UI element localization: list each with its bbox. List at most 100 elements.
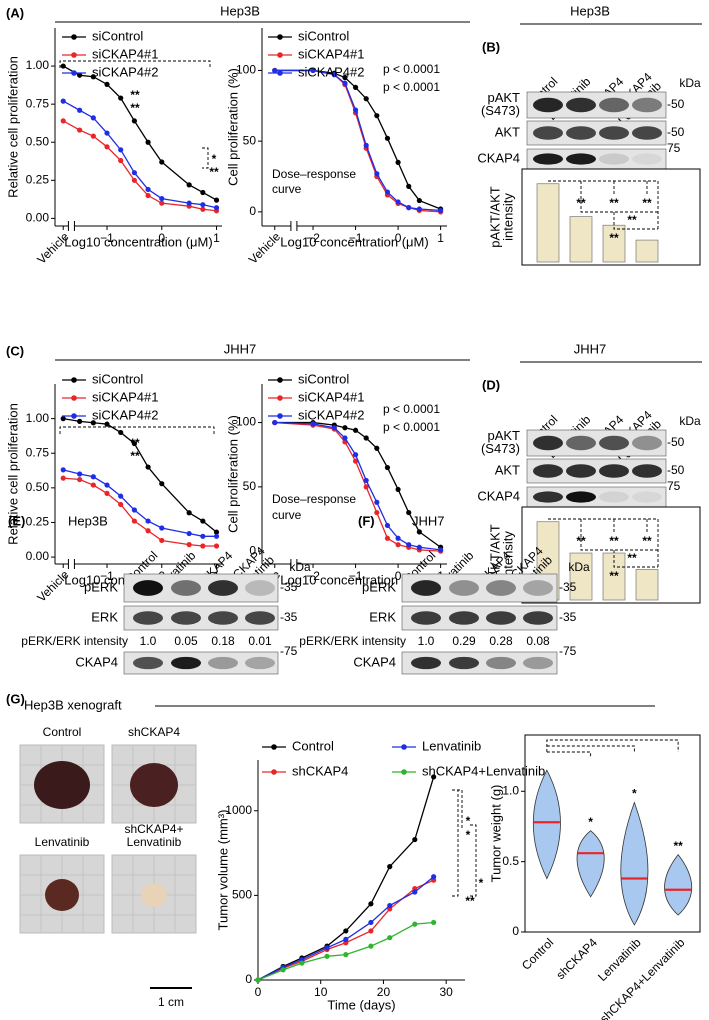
data-point <box>104 490 110 496</box>
legend-label: siControl <box>92 371 143 386</box>
data-point <box>272 419 278 426</box>
blot-band <box>411 656 441 670</box>
blot-band <box>449 580 479 596</box>
data-point <box>90 74 96 80</box>
data-point <box>352 452 359 458</box>
data-point <box>118 95 124 101</box>
data-point <box>368 919 374 926</box>
data-point <box>406 183 412 189</box>
y-tick-label: 0.25 <box>26 172 50 186</box>
data-point <box>186 200 192 206</box>
blot-band <box>245 580 275 596</box>
data-point <box>374 509 380 516</box>
annotation: ** <box>130 449 140 463</box>
x-tick-label: 0 <box>255 985 262 999</box>
blot-band <box>632 97 662 113</box>
series-line <box>62 120 217 212</box>
row-label: pERK <box>84 579 118 594</box>
y-tick-label: 100 <box>236 415 256 429</box>
data-point <box>352 427 359 433</box>
bracket <box>548 518 659 567</box>
legend-marker <box>271 769 277 775</box>
size-marker: -50 <box>667 463 685 477</box>
tumor <box>45 879 79 911</box>
size-marker: -50 <box>667 125 685 139</box>
legend-label: siCKAP4#2 <box>298 64 364 79</box>
bracket <box>202 147 209 169</box>
y-tick-label: 0 <box>249 204 256 218</box>
bracket <box>548 180 659 229</box>
blot-band <box>449 611 479 625</box>
intensity-value: 0.01 <box>248 634 272 648</box>
legend-label: siCKAP4#2 <box>92 64 158 79</box>
data-point <box>213 533 220 539</box>
annotation: ** <box>627 213 637 227</box>
panel-label: (E) <box>8 513 25 528</box>
legend-marker <box>71 413 77 419</box>
row-label: (S473) <box>481 103 520 118</box>
bracket <box>580 196 658 213</box>
size-marker: -75 <box>559 644 577 658</box>
blot-band <box>171 656 201 670</box>
blot-band <box>171 611 201 625</box>
data-point <box>384 135 391 141</box>
legend-label: siCKAP4#1 <box>92 46 158 61</box>
blot-band <box>566 153 596 165</box>
blot-band <box>486 611 516 625</box>
data-point <box>374 113 380 119</box>
size-marker: -35 <box>559 610 577 624</box>
data-point <box>90 420 96 426</box>
y-tick-label: 100 <box>236 63 256 77</box>
blot-band <box>208 611 238 625</box>
annotation: ** <box>642 534 652 548</box>
data-point <box>438 547 444 553</box>
data-point <box>363 435 369 441</box>
data-point <box>77 72 83 78</box>
plot-frame <box>524 734 701 933</box>
data-point <box>104 130 110 136</box>
blot-band <box>533 153 563 165</box>
blot-band <box>245 611 275 625</box>
annotation: p < 0.0001 <box>383 62 440 76</box>
y-tick-label: 50 <box>243 133 257 147</box>
x-tick-label: 1 <box>213 231 220 245</box>
y-tick-label: 0.50 <box>26 480 50 494</box>
legend-label: Lenvatinib <box>422 738 481 753</box>
blot-band <box>566 126 596 140</box>
photo-label: Control <box>43 725 82 739</box>
annotation: p < 0.0001 <box>383 420 440 434</box>
data-point <box>384 535 391 541</box>
legend-marker <box>71 377 77 383</box>
data-point <box>272 67 278 74</box>
bar <box>569 216 593 263</box>
data-point <box>145 464 151 470</box>
data-point <box>387 902 393 909</box>
annotation: ** <box>609 569 619 583</box>
annotation: ** <box>465 894 475 908</box>
panel-header: Hep3B xenograft <box>24 697 122 712</box>
data-point <box>60 475 66 481</box>
annotation: p < 0.0001 <box>383 402 440 416</box>
bracket <box>59 426 215 434</box>
data-point <box>77 107 83 113</box>
bracket <box>546 745 635 752</box>
data-point <box>60 118 66 124</box>
row-label: pERK <box>362 579 396 594</box>
blot-band <box>632 435 662 451</box>
unit-label: kDa <box>289 560 311 574</box>
bar <box>536 183 560 263</box>
data-point <box>118 429 124 436</box>
data-point <box>342 425 348 431</box>
annotation: Dose–response <box>272 492 356 506</box>
tumor <box>34 761 90 809</box>
legend-marker <box>277 395 283 401</box>
x-axis-label: Log10 concentration (μM) <box>64 234 212 249</box>
blot-band <box>486 656 516 670</box>
legend-marker <box>401 744 407 750</box>
y-axis-label: Tumor weight (g) <box>488 785 503 883</box>
legend-marker <box>277 70 283 76</box>
data-point <box>213 529 220 535</box>
intensity-value: 0.08 <box>526 634 550 648</box>
intensity-label: pERK/ERK intensity <box>299 634 406 648</box>
bracket <box>452 789 459 897</box>
